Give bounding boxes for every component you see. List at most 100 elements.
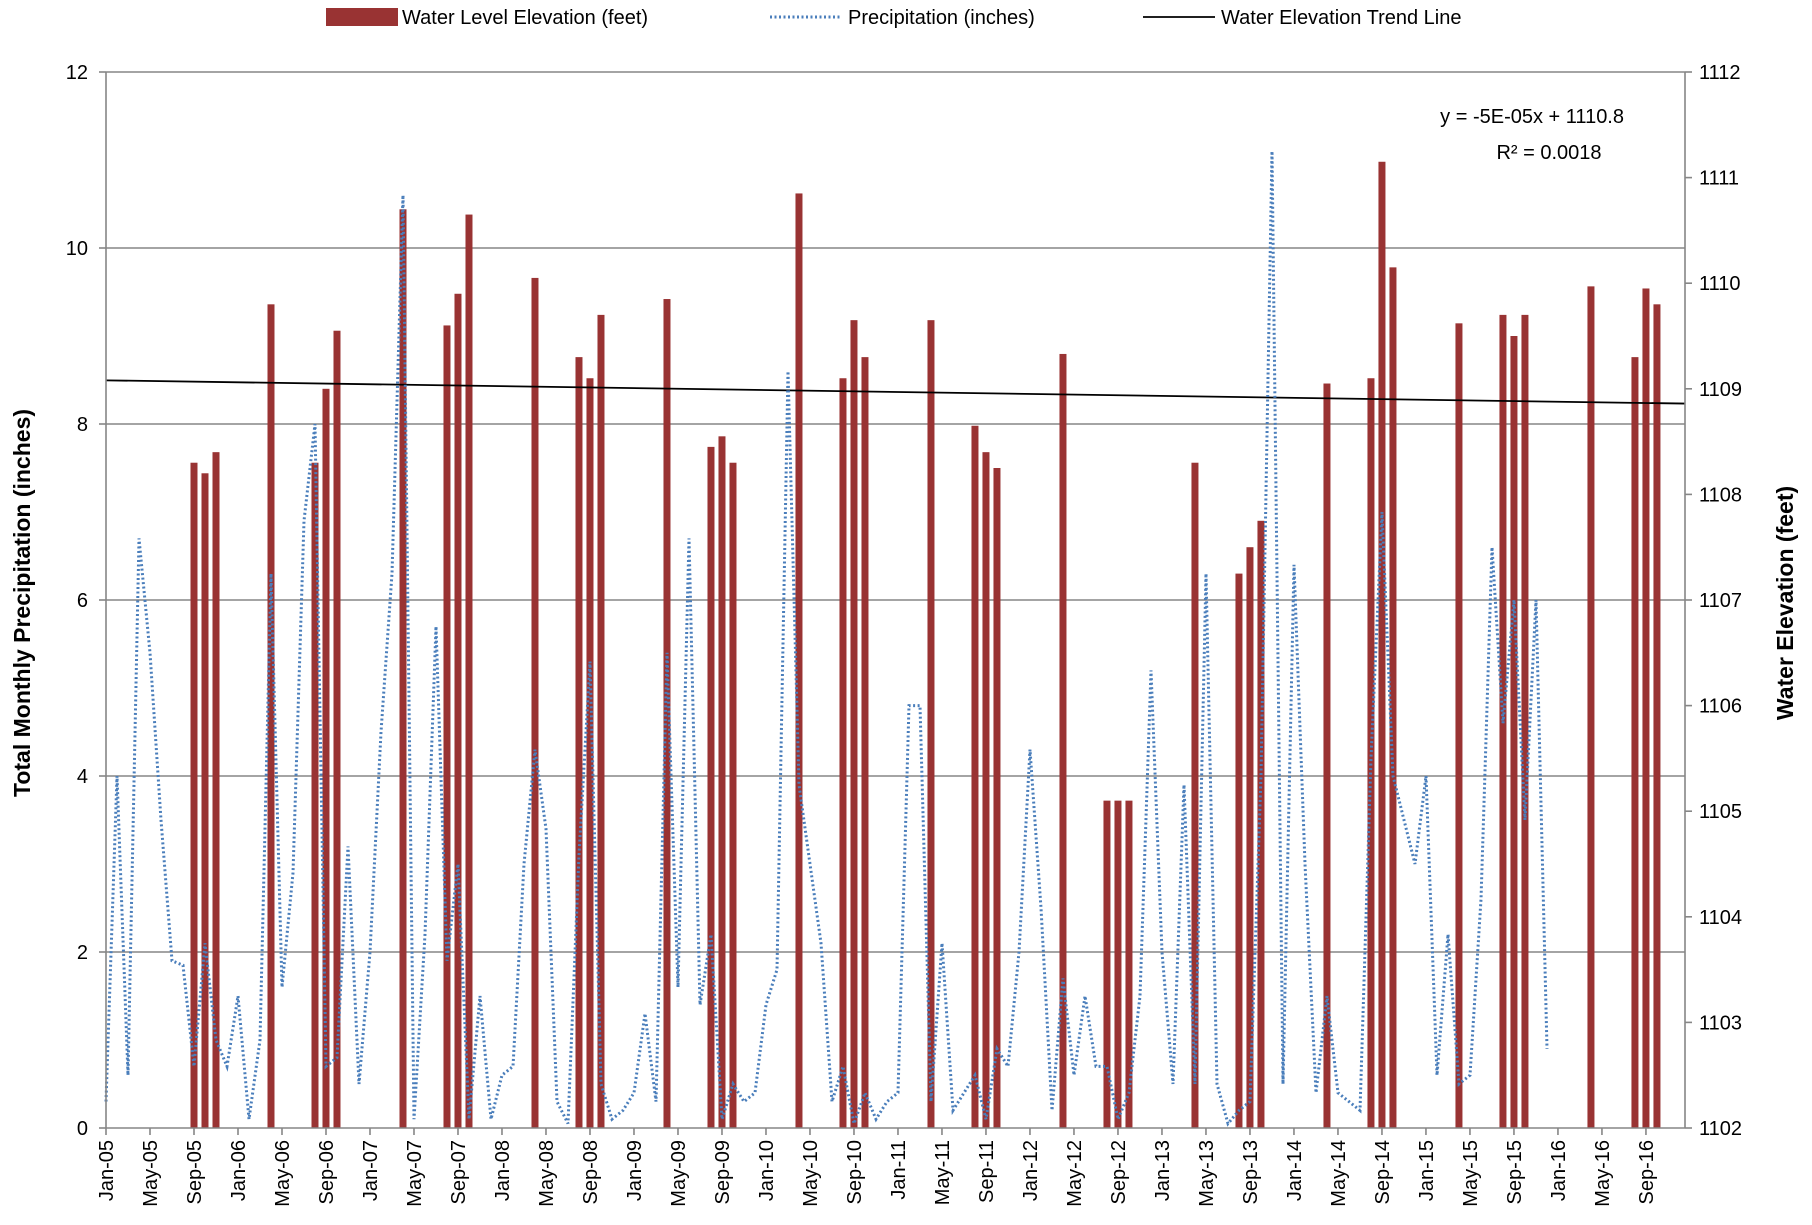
water-level-bar-2014-10 — [1389, 267, 1397, 1128]
x-tick-label: Jan-11 — [888, 1140, 910, 1200]
water-level-bar-2010-04 — [795, 193, 803, 1128]
water-level-bar-2012-10 — [1125, 800, 1133, 1128]
water-level-bar-2016-08 — [1631, 357, 1639, 1128]
y-right-tick-label: 1102 — [1699, 1118, 1742, 1140]
x-tick-label: Sep-09 — [712, 1140, 734, 1205]
x-tick-label: May-14 — [1328, 1140, 1350, 1207]
y-right-tick-label: 1108 — [1699, 484, 1742, 506]
precipitation-line — [104, 151, 1549, 1130]
trend-line-group — [105, 379, 1686, 405]
x-tick-label: Jan-13 — [1152, 1140, 1174, 1201]
water-level-bar-2011-10 — [993, 468, 1001, 1128]
water-level-bar-2016-04 — [1587, 286, 1595, 1128]
legend-label-water-level: Water Level Elevation (feet) — [402, 7, 648, 29]
y-right-tick-label: 1104 — [1699, 907, 1742, 929]
water-level-bar-2009-10 — [729, 462, 737, 1129]
water-level-bar-2013-09 — [1246, 547, 1254, 1128]
x-axis-ticks: Jan-05 May-05 Sep-05 Jan-06 May-06 Sep-06 Jan-… — [96, 1128, 1658, 1207]
y-right-tick-label: 1112 — [1699, 62, 1741, 84]
water-level-bar-2014-04 — [1323, 383, 1331, 1128]
y-left-tick-label: 4 — [77, 766, 88, 788]
water-level-bar-2016-09 — [1642, 288, 1650, 1129]
x-tick-label: Sep-07 — [448, 1140, 470, 1205]
x-tick-label: Jan-07 — [360, 1140, 382, 1201]
legend-swatch-water-level — [326, 8, 398, 26]
water-level-bar-2007-10 — [465, 214, 473, 1128]
water-level-bar-2005-10 — [201, 473, 209, 1128]
x-tick-label: Sep-14 — [1372, 1140, 1394, 1205]
x-tick-label: Jan-06 — [228, 1140, 250, 1201]
water-level-bar-2006-09 — [322, 388, 330, 1128]
y-left-tick-label: 10 — [66, 238, 88, 260]
trend-r-squared-text: R² = 0.0018 — [1496, 142, 1601, 164]
x-tick-label: Jan-05 — [96, 1140, 118, 1201]
water-level-bar-2007-08 — [443, 325, 451, 1128]
x-tick-label: Sep-10 — [844, 1140, 866, 1205]
x-tick-label: Jan-08 — [492, 1140, 514, 1201]
x-tick-label: May-13 — [1196, 1140, 1218, 1207]
water-level-bar-2008-09 — [586, 378, 594, 1128]
legend-label-precipitation: Precipitation (inches) — [848, 7, 1035, 29]
y-right-tick-label: 1110 — [1699, 273, 1741, 295]
water-level-bar-2006-10 — [333, 330, 341, 1129]
water-level-bar-2012-08 — [1103, 800, 1111, 1128]
y-right-tick-label: 1111 — [1699, 168, 1739, 190]
x-tick-label: May-15 — [1460, 1140, 1482, 1207]
x-tick-label: Jan-14 — [1284, 1140, 1306, 1201]
legend-label-trend: Water Elevation Trend Line — [1221, 7, 1462, 29]
x-tick-label: Sep-06 — [316, 1140, 338, 1205]
y-left-tick-label: 12 — [66, 62, 88, 84]
y-right-tick-label: 1107 — [1699, 590, 1742, 612]
water-level-bar-2014-09 — [1378, 161, 1386, 1128]
y-right-tick-label: 1106 — [1699, 696, 1742, 718]
water-level-bar-2005-11 — [212, 452, 220, 1128]
x-tick-label: Sep-15 — [1504, 1140, 1526, 1205]
water-level-bar-2013-08 — [1235, 573, 1243, 1128]
x-tick-label: May-06 — [272, 1140, 294, 1207]
trend-equation-text: y = -5E-05x + 1110.8 — [1440, 106, 1624, 128]
water-level-bar-2013-04 — [1191, 462, 1199, 1129]
trend-equation: y = -5E-05x + 1110.8 R² = 0.0018 — [1440, 106, 1624, 164]
water-level-bar-2008-08 — [575, 357, 583, 1128]
water-level-bar-2007-04 — [399, 209, 407, 1128]
water-level-bar-2013-10 — [1257, 520, 1265, 1128]
water-level-bar-2012-09 — [1114, 800, 1122, 1128]
water-level-bars — [190, 161, 1661, 1129]
water-level-bar-2016-10 — [1653, 304, 1661, 1128]
x-tick-label: May-12 — [1064, 1140, 1086, 1207]
x-tick-label: Sep-05 — [184, 1140, 206, 1205]
water-level-bar-2008-10 — [597, 314, 605, 1128]
water-level-bar-2006-04 — [267, 304, 275, 1128]
x-tick-label: May-08 — [536, 1140, 558, 1207]
y-left-tick-label: 0 — [77, 1118, 88, 1140]
x-tick-label: Sep-11 — [976, 1140, 998, 1203]
x-tick-label: May-05 — [140, 1140, 162, 1207]
precipitation-line-group — [104, 151, 1549, 1130]
left-axis-ticks: 0 2 4 6 8 10 12 — [66, 62, 106, 1140]
water-level-bar-2009-04 — [663, 299, 671, 1128]
trend-line — [105, 379, 1686, 405]
x-tick-label: Jan-15 — [1416, 1140, 1438, 1201]
x-tick-label: Sep-08 — [580, 1140, 602, 1205]
water-level-bar-2005-09 — [190, 462, 198, 1129]
water-level-bar-2007-09 — [454, 293, 462, 1128]
x-tick-label: May-11 — [932, 1140, 954, 1205]
water-level-bar-2011-08 — [971, 425, 979, 1128]
x-tick-label: Jan-16 — [1548, 1140, 1570, 1201]
water-level-bar-2010-08 — [839, 378, 847, 1128]
x-tick-label: May-10 — [800, 1140, 822, 1207]
y-left-tick-label: 6 — [77, 590, 88, 612]
gridlines — [106, 71, 1685, 953]
x-tick-label: Sep-16 — [1636, 1140, 1658, 1205]
y-right-tick-label: 1109 — [1699, 379, 1742, 401]
water-level-bar-2006-08 — [311, 462, 319, 1129]
right-axis-ticks: 1102 1103 1104 1105 1106 1107 1108 1109 1110 1111… — [1685, 62, 1742, 1140]
y-right-tick-label: 1105 — [1699, 801, 1742, 823]
y-left-tick-label: 8 — [77, 414, 88, 436]
water-level-bar-2011-09 — [982, 452, 990, 1128]
water-level-bar-2009-08 — [707, 446, 715, 1128]
water-level-bar-2012-04 — [1059, 353, 1067, 1128]
x-tick-label: May-07 — [404, 1140, 426, 1207]
x-tick-label: Sep-12 — [1108, 1140, 1130, 1205]
